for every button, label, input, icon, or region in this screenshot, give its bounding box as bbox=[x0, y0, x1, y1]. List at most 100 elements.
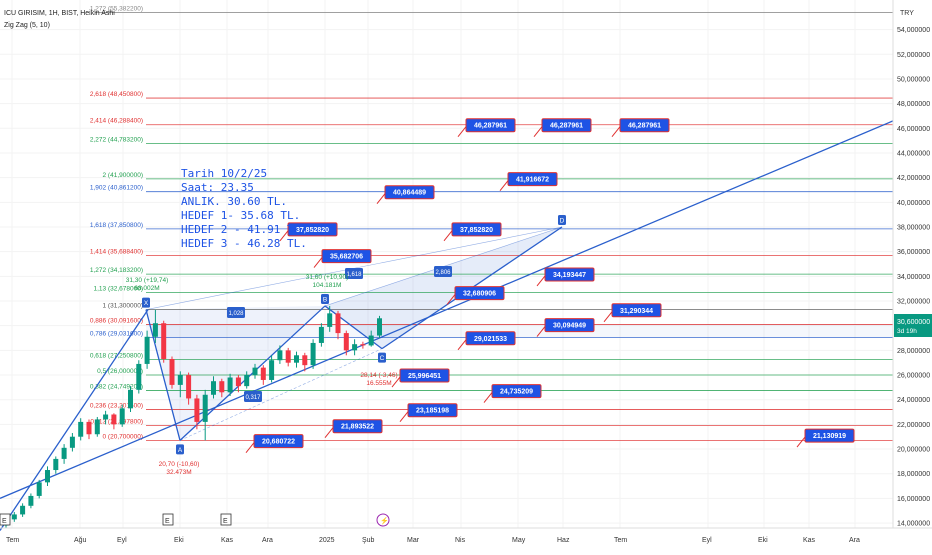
target-value: 46,287961 bbox=[550, 123, 583, 130]
svg-text:E: E bbox=[223, 518, 228, 525]
currency-label[interactable]: TRY bbox=[900, 10, 914, 17]
time-tick: Ara bbox=[849, 537, 860, 544]
note-target-3: HEDEF 3 - 46.28 TL. bbox=[181, 237, 307, 250]
candle-body bbox=[235, 377, 241, 387]
note-target-1: HEDEF 1- 35.68 TL. bbox=[181, 209, 300, 222]
price-tick: 42,000000 bbox=[897, 175, 930, 182]
zigzag-value: 31,60 (+10,90) bbox=[306, 274, 348, 281]
price-tick: 52,000000 bbox=[897, 52, 930, 59]
earnings-marker[interactable] bbox=[220, 513, 232, 526]
pattern-ratio-box bbox=[244, 391, 262, 402]
target-box bbox=[399, 368, 450, 383]
target-box bbox=[465, 118, 516, 133]
target-value: 21,893522 bbox=[341, 424, 374, 431]
candles bbox=[3, 305, 382, 528]
time-tick: Tem bbox=[614, 537, 627, 544]
zigzag-value: 28,14 (-3,46) bbox=[360, 372, 397, 379]
candle-body bbox=[152, 323, 158, 337]
pattern-point-label: D bbox=[560, 217, 565, 224]
target-box bbox=[253, 434, 304, 449]
time-tick: Kas bbox=[803, 537, 816, 544]
target-box bbox=[544, 318, 595, 333]
bar-countdown: 3d 19h bbox=[897, 328, 917, 335]
price-tick: 32,000000 bbox=[897, 299, 930, 306]
pattern-ratio-label: 1,618 bbox=[346, 272, 362, 278]
candle-body bbox=[61, 447, 67, 459]
candle-body bbox=[186, 375, 192, 399]
time-axis: Tem Ağu Eyl Eki Kas Ara 2025 Şub Mar Nis May Haz Tem… bbox=[0, 527, 932, 544]
fib-label: 1,902 (40,861200) bbox=[90, 185, 143, 192]
candle-body bbox=[11, 514, 17, 520]
current-price: 30,600000 bbox=[897, 319, 930, 326]
target-value: 35,682706 bbox=[330, 254, 363, 261]
fib-label: 1,414 (35,688400) bbox=[90, 248, 143, 255]
target-box bbox=[454, 286, 505, 301]
candle-body bbox=[343, 333, 349, 351]
xab-triangle bbox=[146, 305, 325, 441]
target-box bbox=[321, 249, 372, 264]
pattern-ratio-label: 2,806 bbox=[435, 270, 451, 276]
candle-body bbox=[302, 355, 308, 366]
target-pointer bbox=[245, 442, 255, 453]
candle-body bbox=[310, 342, 316, 366]
pattern-point-marker bbox=[176, 444, 184, 455]
price-axis: 14,000000 16,000000 18,000000 20,000000 22,0… bbox=[892, 0, 932, 550]
svg-text:⚡: ⚡ bbox=[380, 516, 389, 525]
price-tick: 54,000000 bbox=[897, 27, 930, 34]
fib-zone bbox=[146, 324, 893, 338]
candle-body bbox=[78, 421, 84, 437]
pattern-ratio-label: 0,317 bbox=[245, 395, 261, 401]
pattern-point-label: C bbox=[380, 355, 385, 362]
target-pointer bbox=[536, 326, 546, 337]
trend-lines bbox=[0, 120, 894, 531]
time-tick: Şub bbox=[362, 537, 375, 544]
target-value: 34,193447 bbox=[553, 272, 586, 279]
event-markers[interactable]: E E E ⚡ bbox=[0, 513, 390, 527]
target-box bbox=[507, 172, 558, 187]
pattern-point-marker bbox=[378, 352, 386, 363]
fib-label: 0,113 (21,897800) bbox=[90, 419, 143, 426]
fib-label: 2,414 (46,288400) bbox=[90, 118, 143, 125]
target-box bbox=[619, 118, 670, 133]
target-pointer bbox=[324, 427, 334, 439]
time-tick: 2025 bbox=[319, 537, 335, 544]
candle-body bbox=[194, 398, 200, 422]
target-box bbox=[332, 419, 383, 434]
note-time: Saat: 23.35 bbox=[181, 181, 254, 194]
fib-label: 0,786 (29,031600) bbox=[90, 331, 143, 338]
target-box bbox=[541, 118, 592, 133]
fib-label: 2 (41,900000) bbox=[103, 172, 143, 179]
fib-label: 0,382 (24,749200) bbox=[90, 383, 143, 390]
candle-body bbox=[136, 363, 142, 390]
pattern-ratio-box bbox=[434, 266, 452, 277]
target-pointer bbox=[796, 436, 806, 448]
target-value: 25,996451 bbox=[408, 373, 441, 380]
candle-body bbox=[53, 458, 59, 471]
price-tick: 36,000000 bbox=[897, 249, 930, 256]
zigzag-labels: X A B C D 1,028 0,317 2,806 1,618 31,30 (+19,74)6… bbox=[126, 214, 566, 476]
price-tick: 44,000000 bbox=[897, 150, 930, 157]
target-boxes: 46,287961 46,287961 46,287961 40,864489 41,9… bbox=[245, 118, 855, 453]
fib-levels: 1,272 (55,382200) 2,618 (48,450800) 2,414 … bbox=[90, 6, 893, 441]
target-box bbox=[287, 222, 338, 237]
price-tick: 34,000000 bbox=[897, 274, 930, 281]
pattern-point-label: A bbox=[178, 447, 183, 454]
candle-body bbox=[111, 414, 117, 425]
target-value: 46,287961 bbox=[474, 123, 507, 130]
earnings-marker[interactable] bbox=[0, 513, 11, 526]
target-pointer bbox=[457, 339, 467, 351]
earnings-marker[interactable] bbox=[162, 513, 174, 526]
time-tick: Mar bbox=[407, 537, 420, 544]
target-value: 46,287961 bbox=[628, 123, 661, 130]
fib-label: 2,618 (48,450800) bbox=[90, 91, 143, 98]
note-current: ANLIK. 30.60 TL. bbox=[181, 195, 287, 208]
target-pointer bbox=[391, 376, 401, 388]
pattern-point-marker bbox=[321, 293, 329, 304]
candle-body bbox=[177, 375, 183, 385]
target-value: 20,680722 bbox=[262, 439, 295, 446]
candle-body bbox=[202, 394, 208, 422]
pattern-ratio-box bbox=[345, 268, 363, 279]
lightning-event-icon[interactable] bbox=[376, 513, 390, 527]
